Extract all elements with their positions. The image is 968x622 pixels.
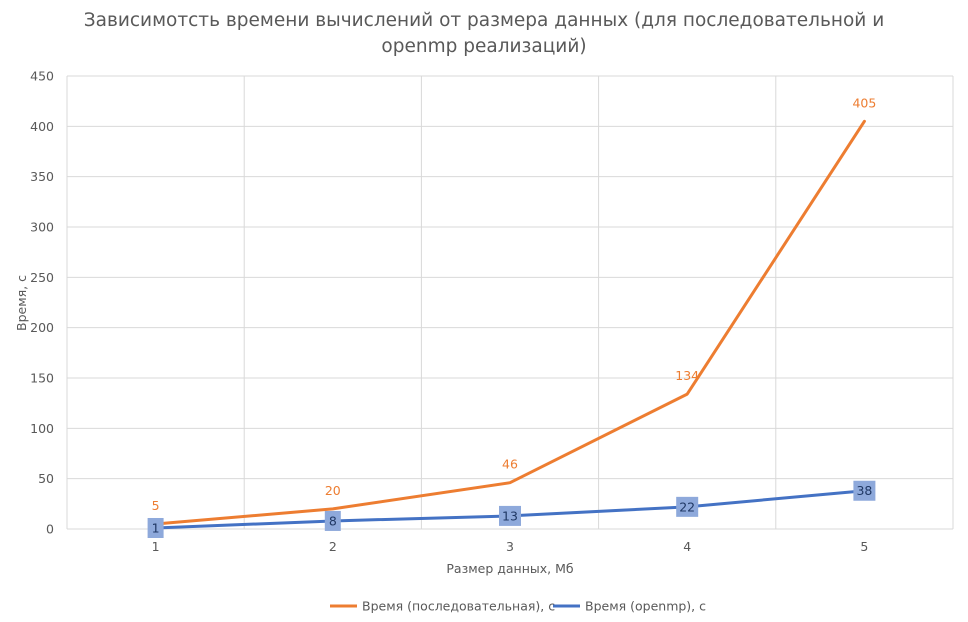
y-tick-label: 300 [30, 220, 54, 235]
x-tick-label: 1 [152, 539, 160, 554]
data-label-openmp: 8 [329, 513, 337, 528]
data-label-box-openmp [499, 505, 521, 526]
data-label-sequential: 405 [852, 95, 876, 110]
data-label-openmp: 1 [152, 520, 160, 535]
data-label-box-openmp [147, 517, 164, 538]
x-tick-label: 2 [329, 539, 337, 554]
y-tick-label: 0 [46, 522, 54, 537]
chart-title-line-1: Зависимотсть времени вычислений от разме… [83, 10, 885, 31]
chart-title-line-2: openmp реализаций) [381, 36, 587, 57]
data-label-box-openmp [324, 510, 341, 531]
data-label-sequential: 5 [152, 498, 160, 513]
legend: Время (последовательная), с Время (openmp… [330, 599, 706, 614]
data-label-openmp: 13 [502, 508, 518, 523]
y-tick-label: 50 [38, 471, 54, 486]
data-label-sequential: 46 [502, 457, 518, 472]
data-label-openmp: 22 [679, 499, 695, 514]
y-tick-label: 100 [30, 421, 54, 436]
legend-label: Время (openmp), с [585, 599, 706, 614]
x-tick-label: 4 [683, 539, 691, 554]
y-tick-label: 250 [30, 270, 54, 285]
x-tick-label: 5 [860, 539, 868, 554]
data-label-box-openmp [853, 480, 876, 501]
y-tick-label: 200 [30, 320, 54, 335]
y-axis-ticks: 0 50 100 150 200 250 300 350 400 450 [30, 69, 54, 537]
legend-label: Время (последовательная), с [362, 599, 555, 614]
grid-layer [66, 75, 954, 530]
data-label-sequential: 134 [675, 368, 699, 383]
y-axis-label: Время, с [14, 275, 29, 331]
data-label-sequential: 20 [325, 483, 341, 498]
series-line-sequential [154, 119, 866, 526]
data-label-box-openmp [676, 496, 699, 517]
x-axis-ticks: 1 2 3 4 5 [152, 539, 869, 554]
data-labels: 5 20 46 134 405 1 8 13 22 38 [147, 95, 876, 538]
data-label-openmp: 38 [856, 483, 872, 498]
y-tick-label: 450 [30, 69, 54, 84]
y-tick-label: 350 [30, 169, 54, 184]
y-tick-label: 150 [30, 371, 54, 386]
x-tick-label: 3 [506, 539, 514, 554]
y-tick-label: 400 [30, 119, 54, 134]
x-axis-label: Размер данных, Мб [446, 561, 574, 576]
